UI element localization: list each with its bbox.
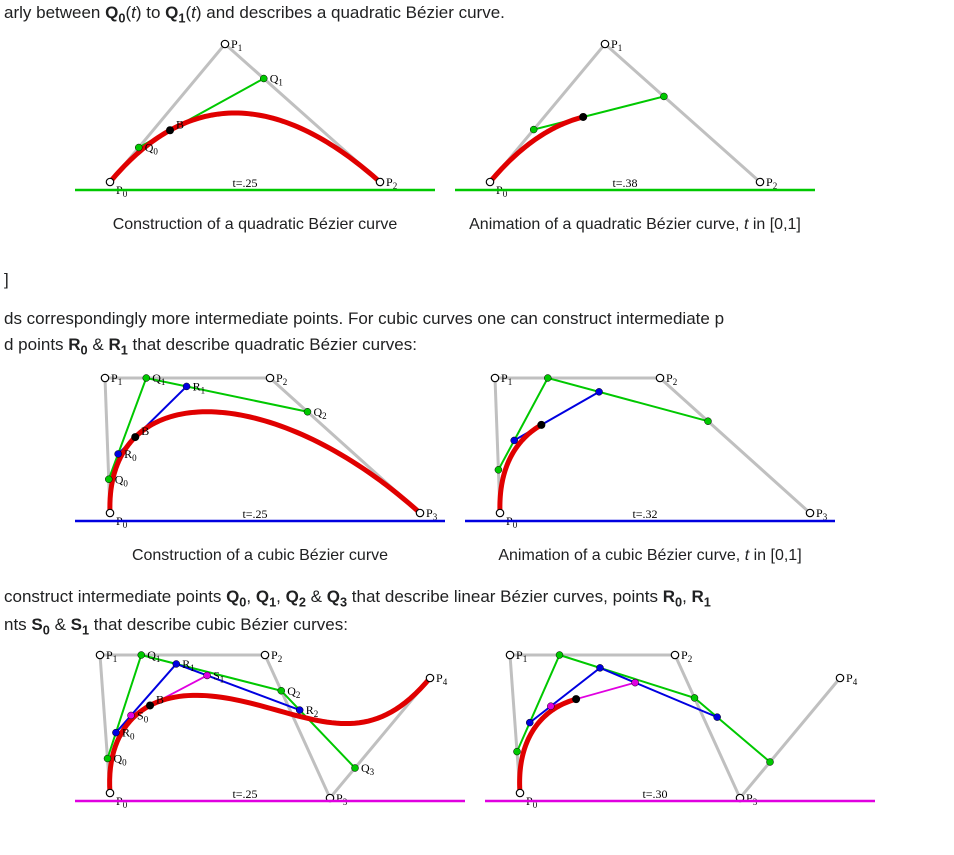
svg-text:Q0: Q0 — [115, 472, 129, 488]
body-line-1: arly between Q0(t) to Q1(t) and describe… — [0, 0, 954, 28]
svg-text:B: B — [176, 117, 184, 131]
svg-text:P1: P1 — [231, 37, 242, 53]
svg-text:Q0: Q0 — [114, 752, 128, 768]
svg-text:t=.25: t=.25 — [232, 176, 257, 190]
caption-quad-right: Animation of a quadratic Bézier curve, t… — [469, 207, 801, 237]
svg-text:R1: R1 — [182, 657, 195, 673]
svg-text:P2: P2 — [386, 175, 397, 191]
body-bracket: ] — [0, 267, 954, 293]
svg-text:P2: P2 — [276, 371, 287, 387]
svg-text:P3: P3 — [426, 506, 438, 522]
svg-text:P1: P1 — [611, 37, 622, 53]
svg-text:t=.32: t=.32 — [632, 507, 657, 521]
cubic-construction-figure: Q0Q1Q2R0R1P0P1P2P3Bt=.25 Construction of… — [70, 363, 450, 568]
body-line-4: d points R0 & R1 that describe quadratic… — [0, 332, 954, 360]
svg-text:P2: P2 — [766, 175, 777, 191]
svg-text:P2: P2 — [681, 648, 692, 664]
svg-text:R1: R1 — [193, 379, 206, 395]
svg-text:P4: P4 — [846, 671, 858, 687]
svg-text:B: B — [156, 693, 164, 707]
svg-text:R2: R2 — [306, 703, 319, 719]
quartic-construction-figure: Q0Q1Q2Q3R0R1R2S0S1P0P1P2P3P4Bt=.25 — [70, 643, 470, 818]
svg-text:Q1: Q1 — [152, 371, 165, 387]
svg-text:P1: P1 — [501, 371, 512, 387]
svg-text:S0: S0 — [137, 709, 149, 725]
svg-text:Q1: Q1 — [147, 648, 160, 664]
svg-text:Q2: Q2 — [314, 405, 327, 421]
svg-text:t=.25: t=.25 — [242, 507, 267, 521]
svg-text:P1: P1 — [106, 648, 117, 664]
svg-text:S1: S1 — [213, 669, 224, 685]
svg-text:Q3: Q3 — [361, 761, 375, 777]
svg-text:t=.38: t=.38 — [612, 176, 637, 190]
svg-text:Q1: Q1 — [270, 71, 283, 87]
body-line-5: construct intermediate points Q0, Q1, Q2… — [0, 584, 954, 612]
svg-text:R0: R0 — [124, 447, 137, 463]
caption-cubic-left: Construction of a cubic Bézier curve — [132, 538, 388, 568]
svg-text:Q2: Q2 — [287, 684, 300, 700]
svg-text:P1: P1 — [516, 648, 527, 664]
svg-text:t=.30: t=.30 — [642, 787, 667, 801]
svg-text:R0: R0 — [122, 726, 135, 742]
caption-quad-left: Construction of a quadratic Bézier curve — [113, 207, 398, 237]
svg-text:P3: P3 — [816, 506, 828, 522]
svg-text:P2: P2 — [666, 371, 677, 387]
svg-text:t=.25: t=.25 — [232, 787, 257, 801]
svg-text:P3: P3 — [336, 791, 348, 807]
svg-text:P4: P4 — [436, 671, 448, 687]
quadratic-animation-figure: P0P1P2t=.38 Animation of a quadratic Béz… — [450, 32, 820, 237]
body-line-3: ds correspondingly more intermediate poi… — [0, 306, 954, 332]
body-line-6: nts S0 & S1 that describe cubic Bézier c… — [0, 612, 954, 640]
quartic-animation-figure: P0P1P2P3P4t=.30 — [480, 643, 880, 818]
cubic-animation-figure: P0P1P2P3t=.32 Animation of a cubic Bézie… — [460, 363, 840, 568]
caption-cubic-right: Animation of a cubic Bézier curve, t in … — [498, 538, 801, 568]
quadratic-construction-figure: Q0Q1P0P1P2Bt=.25 Construction of a quadr… — [70, 32, 440, 237]
svg-text:B: B — [141, 424, 149, 438]
svg-text:P2: P2 — [271, 648, 282, 664]
svg-text:Q0: Q0 — [145, 140, 159, 156]
svg-text:P1: P1 — [111, 371, 122, 387]
svg-text:P3: P3 — [746, 791, 758, 807]
